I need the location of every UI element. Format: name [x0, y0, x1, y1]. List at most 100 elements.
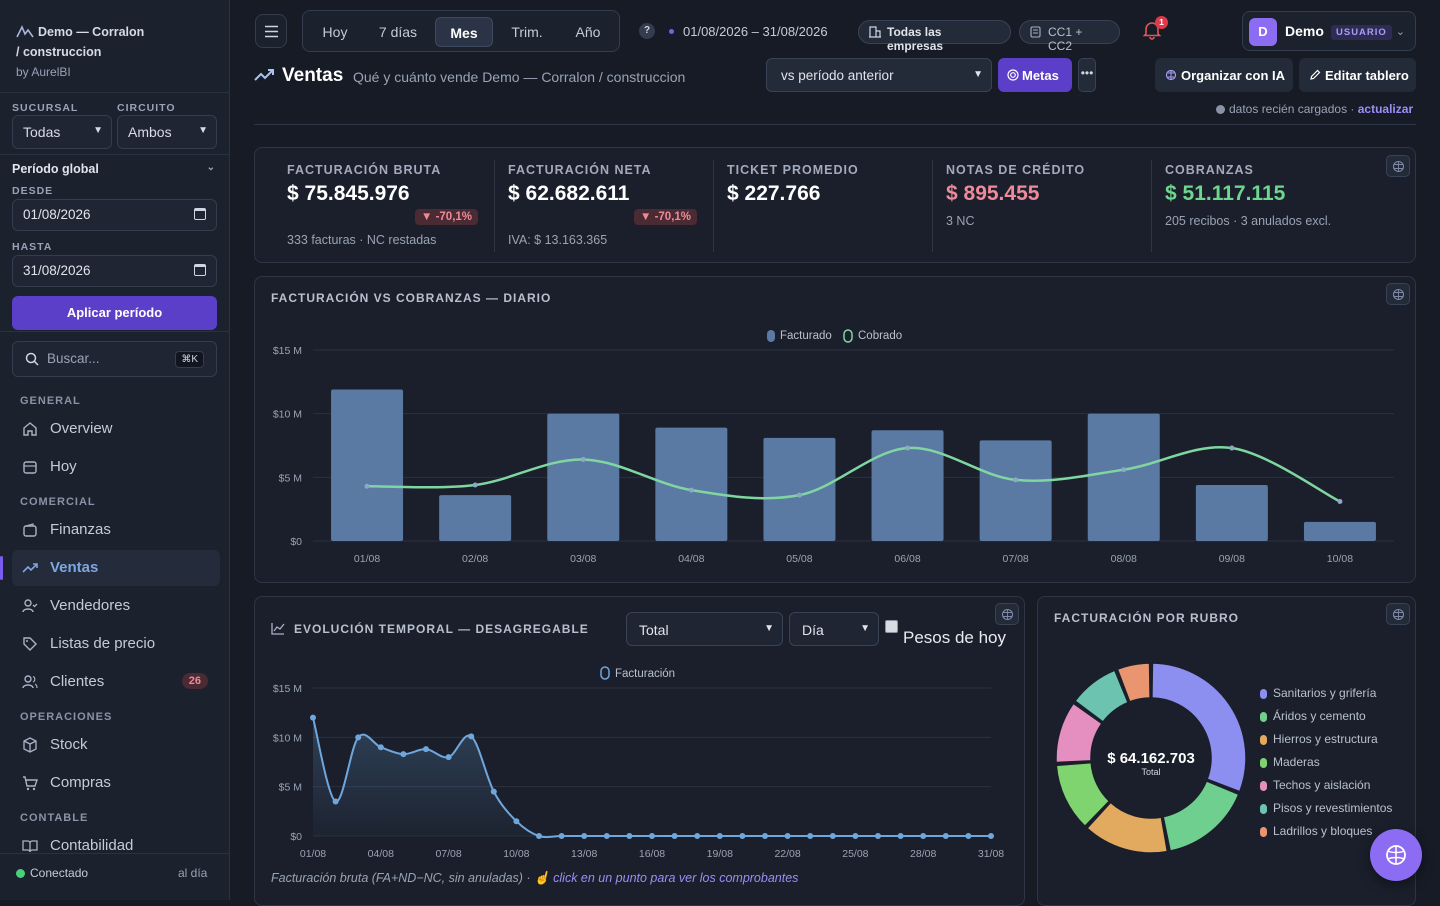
search-input[interactable]: Buscar... ⌘K [12, 341, 217, 377]
organizar-ia-button[interactable]: Organizar con IA [1155, 58, 1293, 92]
cc-label: CC1 + CC2 [1048, 25, 1083, 53]
more-options-button[interactable]: ••• [1078, 58, 1096, 92]
donut-slice [1151, 662, 1247, 793]
metas-button[interactable]: Metas [998, 58, 1072, 92]
legend-label: Pisos y revestimientos [1273, 801, 1393, 815]
donut-slice [1116, 662, 1151, 703]
evolution-grain-select[interactable]: Día ▼ [789, 612, 879, 646]
cart-icon [23, 776, 38, 791]
donut-slice [1055, 702, 1103, 764]
calendar-icon[interactable] [194, 264, 206, 276]
brand[interactable]: Demo — Corralon / construccion by AurelB… [16, 22, 166, 82]
notification-badge: 1 [1155, 16, 1168, 29]
x-tick-label: 05/08 [786, 553, 812, 565]
periodo-toggle[interactable]: Período global ⌄ [12, 162, 217, 176]
user-menu[interactable]: D Demo USUARIO ⌄ [1242, 11, 1416, 51]
card-settings-button[interactable] [995, 603, 1019, 625]
legend-item[interactable]: Maderas [1260, 755, 1320, 769]
sidebar-item-overview[interactable]: Overview [12, 411, 220, 447]
sidebar-item-ventas[interactable]: Ventas [0, 550, 220, 586]
pesos-hoy-checkbox[interactable] [885, 620, 898, 633]
menu-button[interactable] [255, 14, 287, 48]
footer-link[interactable]: ☝ click en un punto para ver los comprob… [534, 871, 799, 885]
desde-field[interactable]: 01/08/2026 [12, 199, 217, 231]
x-tick-label: 09/08 [1219, 553, 1245, 565]
legend-label: Techos y aislación [1273, 778, 1371, 792]
evolution-metric-select[interactable]: Total ▼ [626, 612, 783, 646]
sidebar-item-hoy[interactable]: Hoy [12, 449, 220, 485]
compare-select[interactable]: vs período anterior ▼ [766, 58, 992, 92]
sidebar-item-finanzas[interactable]: Finanzas [12, 512, 220, 548]
user-role-badge: USUARIO [1331, 25, 1392, 40]
legend-item[interactable]: Techos y aislación [1260, 778, 1371, 792]
legend-item[interactable]: Sanitarios y grifería [1260, 686, 1376, 700]
sidebar-item-compras[interactable]: Compras [12, 765, 220, 801]
cc-pill[interactable]: CC1 + CC2 [1019, 20, 1120, 53]
building-icon [869, 26, 881, 38]
kpi-sub: 205 recibos · 3 anulados excl. [1165, 214, 1332, 228]
period-7dias[interactable]: 7 días [378, 24, 418, 40]
point-cobrado [1229, 445, 1235, 451]
refresh-link[interactable]: actualizar [1357, 102, 1414, 116]
brand-line2: / construccion [16, 45, 102, 59]
calendar-icon[interactable] [194, 208, 206, 220]
bar-facturado [871, 430, 944, 541]
point-facturacion [671, 833, 678, 839]
legend-item[interactable]: Pisos y revestimientos [1260, 801, 1393, 815]
chevron-down-icon: ▼ [93, 125, 103, 136]
status-text: Conectado [30, 866, 89, 880]
chevron-down-icon: ▼ [973, 69, 983, 80]
kpi-title: COBRANZAS [1165, 163, 1254, 177]
bar-facturado [547, 413, 620, 541]
daily-chart[interactable]: $0 $5 M $10 M $15 M 01/08 02/08 03/08 04/08 05/0… [254, 276, 1416, 583]
notifications-button[interactable]: 1 [1142, 16, 1168, 42]
card-settings-button[interactable] [1386, 603, 1410, 625]
divider [713, 160, 714, 252]
editar-tablero-button[interactable]: Editar tablero [1299, 58, 1416, 92]
y-tick-label: $0 [290, 536, 302, 548]
x-tick-label: 08/08 [1111, 553, 1137, 565]
sidebar-item-listas[interactable]: Listas de precio [12, 626, 220, 662]
point-facturacion [513, 818, 520, 825]
brain-icon [1392, 160, 1405, 173]
period-hoy[interactable]: Hoy [322, 24, 348, 40]
nav-section-operaciones: OPERACIONES [20, 711, 113, 723]
apply-period-button[interactable]: Aplicar período [12, 296, 217, 330]
divider [494, 160, 495, 252]
legend-item[interactable]: Hierros y estructura [1260, 732, 1378, 746]
range-dot-icon [669, 29, 674, 34]
card-settings-button[interactable] [1386, 283, 1410, 305]
calendar-icon [23, 461, 37, 474]
brain-icon [1165, 69, 1177, 81]
x-tick-label: 25/08 [842, 848, 868, 860]
sidebar-item-vendedores[interactable]: Vendedores [12, 588, 220, 624]
sidebar-item-contabilidad[interactable]: Contabilidad [12, 828, 220, 853]
legend-label-facturado: Facturado [780, 330, 832, 342]
help-icon[interactable]: ? [639, 23, 655, 39]
bar-facturado [979, 440, 1052, 541]
card-settings-button[interactable] [1386, 155, 1410, 177]
bar-facturado [331, 389, 404, 541]
period-ano[interactable]: Año [575, 24, 601, 40]
chevron-down-icon: ▼ [198, 125, 208, 136]
ai-assistant-button[interactable] [1370, 829, 1422, 881]
sidebar-item-clientes[interactable]: Clientes 26 [12, 664, 220, 700]
period-mes[interactable]: Mes [435, 17, 493, 47]
user-check-icon [22, 599, 38, 613]
empresas-pill[interactable]: Todas las empresas [858, 20, 1011, 53]
legend-item[interactable]: Áridos y cemento [1260, 709, 1366, 723]
trending-up-icon [22, 563, 38, 573]
fresh-text: datos recién cargados · [1229, 102, 1355, 116]
y-tick-label: $15 M [273, 683, 302, 695]
divider [1151, 160, 1152, 252]
evolution-chart[interactable]: $0 $5 M $10 M $15 M 01/08 04/08 07/08 10/08 13/0… [254, 596, 1025, 868]
period-trim[interactable]: Trim. [511, 24, 543, 40]
legend-item[interactable]: Ladrillos y bloques [1260, 824, 1372, 838]
hasta-field[interactable]: 31/08/2026 [12, 255, 217, 287]
sidebar-item-stock[interactable]: Stock [12, 727, 220, 763]
circuito-select[interactable]: Ambos ▼ [117, 115, 217, 149]
sucursal-select[interactable]: Todas ▼ [12, 115, 112, 149]
donut-slice [1073, 669, 1130, 724]
sidebar-item-label: Listas de precio [50, 635, 156, 652]
